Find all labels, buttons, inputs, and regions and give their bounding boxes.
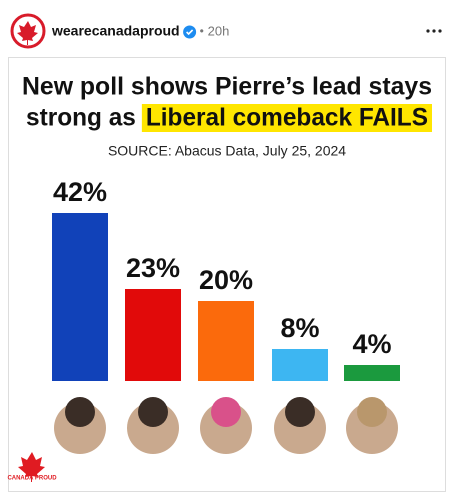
menu-dot — [438, 29, 442, 33]
value-label: 4% — [352, 329, 391, 359]
value-label: 23% — [126, 253, 180, 283]
candidate-hair — [357, 397, 387, 427]
bar — [344, 365, 400, 381]
menu-dot — [432, 29, 436, 33]
verified-check — [186, 29, 194, 36]
value-label: 42% — [53, 177, 107, 207]
chart-subtitle: SOURCE: Abacus Data, July 25, 2024 — [108, 143, 346, 159]
avatar-leaf — [17, 21, 38, 45]
chart-title: strong as — [26, 104, 136, 132]
chart-title: New poll shows Pierre’s lead stays — [22, 73, 432, 101]
chart: New poll shows Pierre’s lead stays strong… — [7, 73, 433, 482]
title-highlight-bg — [141, 104, 433, 132]
value-label: 8% — [280, 313, 319, 343]
separator: • — [200, 24, 204, 38]
candidate-hair — [65, 397, 95, 427]
value-label: 20% — [199, 265, 253, 295]
logo-leaf — [18, 452, 45, 482]
bar — [125, 289, 181, 381]
menu-dot — [426, 29, 430, 33]
candidate-hair — [285, 397, 315, 427]
bar — [52, 213, 108, 381]
logo-text: CANADA PROUD — [7, 476, 57, 482]
bar — [272, 349, 328, 381]
post-time: 20h — [208, 23, 230, 38]
candidate-hair — [211, 397, 241, 427]
candidate-hair — [138, 397, 168, 427]
username[interactable]: wearecanadaproud — [51, 23, 180, 39]
more-menu[interactable] — [426, 29, 442, 33]
bar — [198, 301, 254, 381]
chart-title-highlight: Liberal comeback FAILS — [146, 104, 428, 132]
